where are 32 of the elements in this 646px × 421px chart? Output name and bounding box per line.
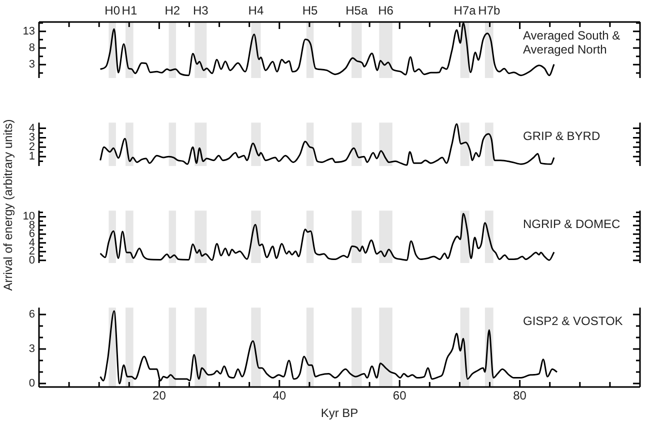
line-series <box>100 310 558 384</box>
y-tick-label: 6 <box>28 308 35 321</box>
line-series <box>100 123 555 166</box>
band-label: H4 <box>248 3 264 18</box>
x-tick-label: 20 <box>152 388 166 403</box>
y-tick-label: 3 <box>28 343 35 356</box>
x-tick-label: 80 <box>513 388 527 403</box>
y-tick-label: 0 <box>28 254 35 266</box>
y-axis-title: Arrival of energy (arbitrary units) <box>1 119 15 291</box>
x-axis-title: Kyr BP <box>320 406 358 420</box>
y-tick-label: 13 <box>22 25 35 38</box>
y-tick-label: 3 <box>28 58 35 71</box>
band-label: H5 <box>302 3 318 18</box>
band-label: H7b <box>478 3 500 18</box>
y-tick-label: 8 <box>28 42 35 54</box>
series-label: GRIP & BYRD <box>523 128 600 143</box>
x-tick-label: 60 <box>392 388 407 403</box>
y-tick-label: 4 <box>28 122 35 134</box>
x-tick-label: 40 <box>272 388 286 403</box>
y-tick-label: 0 <box>28 378 35 390</box>
legend-label: Averaged South & Averaged North <box>523 28 620 56</box>
legend-label: NGRIP & DOMEC <box>523 216 620 231</box>
legend-label: GISP2 & VOSTOK <box>523 314 623 328</box>
band-label: H6 <box>378 3 394 18</box>
band-label: H5a <box>346 3 368 18</box>
band-label: H1 <box>122 3 138 18</box>
y-tick-label: 3 <box>28 132 35 144</box>
band-label: H3 <box>192 3 209 18</box>
y-tick-label: 1 <box>28 150 35 163</box>
band-label: H2 <box>164 3 180 18</box>
band-label: H0 <box>104 3 120 18</box>
band-label: H7a <box>454 3 476 18</box>
